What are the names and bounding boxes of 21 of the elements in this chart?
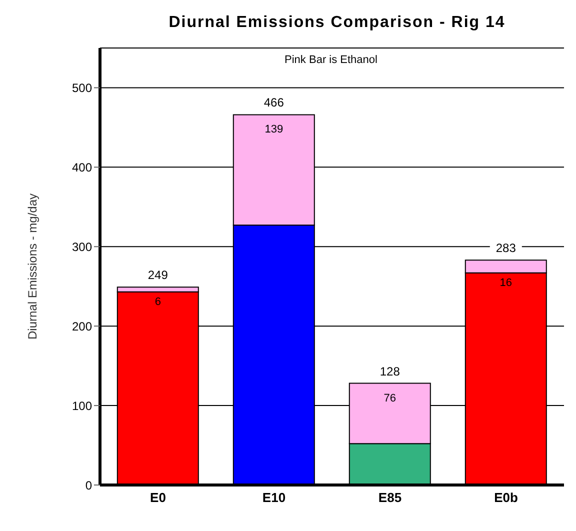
data-label: 6 (154, 296, 161, 308)
total-label: 128 (380, 364, 400, 378)
data-label: 76 (384, 392, 396, 404)
x-tick-label: E10 (262, 490, 286, 506)
x-tick-label: E85 (378, 490, 402, 506)
y-tick-label: 500 (72, 80, 92, 95)
total-label: 283 (496, 241, 516, 256)
y-tick-label: 400 (72, 160, 92, 174)
y-tick-label: 100 (72, 398, 92, 413)
data-label: 16 (500, 276, 512, 289)
y-tick-label: 200 (72, 319, 92, 334)
annotation: Pink Bar is Ethanol (284, 54, 378, 66)
total-label: 249 (148, 268, 168, 282)
chart-title: Diurnal Emissions Comparison - Rig 14 (168, 14, 506, 32)
y-tick-label: 300 (72, 240, 92, 254)
x-tick-label: E0b (494, 490, 518, 506)
data-label: 139 (264, 124, 284, 136)
y-tick-label: 0 (85, 478, 92, 492)
total-label: 466 (264, 96, 284, 110)
y-axis-title: Diurnal Emissions - mg/day (25, 193, 40, 340)
x-tick-label: E0 (150, 490, 166, 506)
